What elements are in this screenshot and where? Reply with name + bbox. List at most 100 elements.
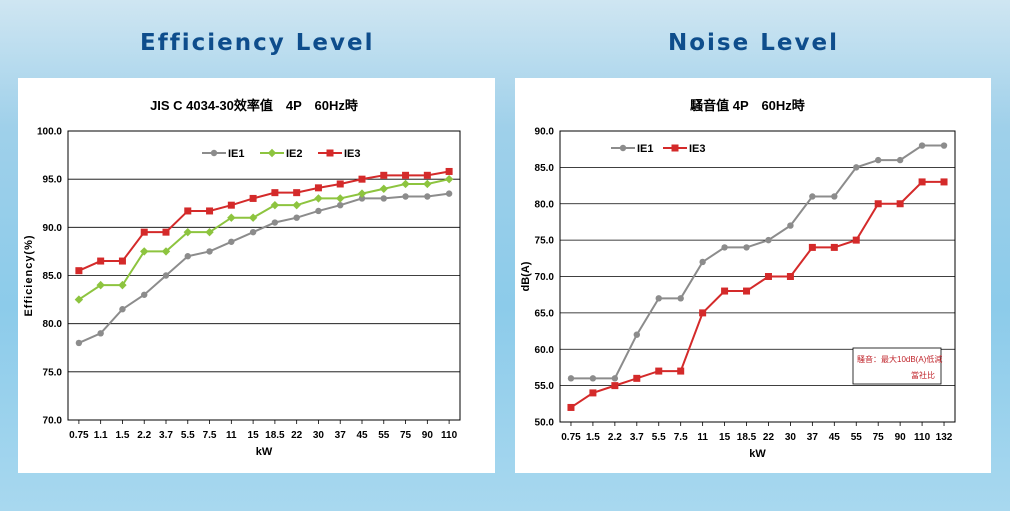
efficiency-heading: Efficiency Level xyxy=(140,30,375,56)
eff-point-ie3 xyxy=(140,228,148,236)
noise-x-axis-label: kW xyxy=(749,448,766,460)
eff-x-tick-label: 1.5 xyxy=(115,430,129,441)
eff-legend-label-ie2: IE2 xyxy=(286,148,303,160)
eff-point-ie2 xyxy=(444,174,454,184)
noise-point-ie1 xyxy=(874,156,882,164)
eff-point-ie1 xyxy=(424,193,431,200)
noise-point-ie3 xyxy=(611,382,619,390)
noise-x-tick-label: 18.5 xyxy=(737,432,757,443)
noise-x-tick-label: 22 xyxy=(763,432,775,443)
eff-point-ie1 xyxy=(206,248,213,255)
eff-x-tick-label: 0.75 xyxy=(69,430,89,441)
eff-series-line-ie3 xyxy=(78,170,450,272)
noise-point-ie3 xyxy=(786,273,794,280)
eff-series-line-ie2 xyxy=(78,178,450,301)
eff-point-ie2 xyxy=(161,247,171,256)
noise-point-ie3 xyxy=(743,287,751,295)
noise-point-ie1 xyxy=(809,193,816,200)
noise-point-ie3 xyxy=(808,243,816,251)
efficiency-chart-panel: 70.0 75.0 80.0 85.0 90.0 95.0 100.0 0.75 1.1 1.5 2… xyxy=(18,78,495,473)
noise-x-tick-label: 45 xyxy=(829,432,841,443)
noise-point-ie1 xyxy=(940,142,948,149)
noise-point-ie3 xyxy=(721,287,729,295)
eff-x-tick-label: 30 xyxy=(313,430,325,441)
eff-x-axis-label: kW xyxy=(256,446,273,458)
noise-x-tick-label: 15 xyxy=(719,432,731,443)
noise-point-ie3 xyxy=(589,389,597,397)
eff-point-ie3 xyxy=(184,207,192,215)
noise-point-ie1 xyxy=(589,375,597,382)
eff-point-ie1 xyxy=(162,272,170,279)
eff-legend-label-ie1: IE1 xyxy=(228,148,245,160)
eff-point-ie2 xyxy=(140,247,149,256)
noise-point-ie1 xyxy=(611,375,619,382)
noise-point-ie1 xyxy=(831,193,838,200)
noise-y-tick-label: 80.0 xyxy=(535,199,555,210)
eff-legend-marker-ie1 xyxy=(210,149,218,157)
eff-x-tick-label: 11 xyxy=(226,430,237,441)
noise-point-ie3 xyxy=(567,403,575,411)
noise-x-tick-label: 7.5 xyxy=(674,432,688,443)
eff-point-ie2 xyxy=(314,194,323,203)
eff-point-ie2 xyxy=(401,179,410,189)
eff-x-tick-label: 1.1 xyxy=(94,430,108,441)
eff-x-tick-label: 90 xyxy=(422,430,434,441)
eff-point-ie1 xyxy=(184,253,191,260)
eff-x-tick-label: 5.5 xyxy=(181,430,195,441)
efficiency-chart: 70.0 75.0 80.0 85.0 90.0 95.0 100.0 0.75 1.1 1.5 2… xyxy=(23,98,461,458)
eff-point-ie3 xyxy=(380,171,388,179)
noise-point-ie1 xyxy=(765,236,772,244)
noise-point-ie1 xyxy=(721,244,728,251)
noise-chart-panel: 50.0 55.0 60.0 65.0 70.0 75.0 80.0 85.0 90.0 0.75… xyxy=(515,78,991,473)
noise-x-tick-label: 110 xyxy=(914,432,931,443)
eff-point-ie2 xyxy=(357,189,367,198)
noise-series-line-ie1 xyxy=(570,144,945,380)
noise-legend-label-ie1: IE1 xyxy=(637,143,654,155)
eff-point-ie1 xyxy=(97,330,104,337)
noise-point-ie3 xyxy=(830,243,838,251)
noise-x-tick-label: 30 xyxy=(785,432,797,443)
noise-point-ie1 xyxy=(853,164,860,171)
eff-legend-label-ie3: IE3 xyxy=(344,148,361,160)
noise-point-ie3 xyxy=(677,367,685,375)
eff-y-tick-label: 70.0 xyxy=(43,416,63,427)
noise-x-tick-label: 0.75 xyxy=(561,432,581,443)
eff-x-tick-label: 7.5 xyxy=(203,430,217,441)
eff-point-ie3 xyxy=(423,171,431,179)
noise-point-ie1 xyxy=(677,295,684,302)
noise-point-ie1 xyxy=(918,142,926,149)
noise-x-tick-label: 2.2 xyxy=(608,432,622,443)
eff-point-ie3 xyxy=(206,207,214,215)
noise-point-ie3 xyxy=(940,178,948,186)
eff-y-tick-label: 85.0 xyxy=(43,271,63,282)
eff-point-ie2 xyxy=(423,179,432,189)
noise-point-ie3 xyxy=(699,309,707,317)
eff-point-ie1 xyxy=(380,195,387,202)
eff-y-axis-label: Efficiency(%) xyxy=(23,234,35,316)
eff-point-ie2 xyxy=(379,184,388,193)
eff-x-tick-label: 37 xyxy=(335,430,347,441)
noise-x-tick-label: 90 xyxy=(895,432,907,443)
noise-point-ie3 xyxy=(896,200,904,208)
eff-point-ie3 xyxy=(402,171,410,179)
eff-point-ie1 xyxy=(293,214,300,221)
eff-point-ie1 xyxy=(119,306,126,313)
eff-point-ie2 xyxy=(74,295,84,304)
noise-y-tick-label: 50.0 xyxy=(535,418,555,429)
eff-y-tick-label: 75.0 xyxy=(43,367,63,378)
eff-point-ie2 xyxy=(248,213,258,222)
eff-point-ie1 xyxy=(358,195,366,202)
eff-x-tick-label: 22 xyxy=(291,430,303,441)
noise-legend-marker-ie3 xyxy=(671,144,679,152)
noise-x-tick-label: 1.5 xyxy=(586,432,600,443)
eff-x-tick-label: 2.2 xyxy=(137,430,151,441)
noise-annotation-line2: 當社比 xyxy=(911,370,935,380)
eff-title: JIS C 4034-30效率值 4P 60Hz時 xyxy=(150,98,358,113)
eff-point-ie2 xyxy=(183,227,192,237)
eff-point-ie3 xyxy=(271,189,279,197)
noise-y-tick-label: 70.0 xyxy=(535,272,555,283)
eff-point-ie1 xyxy=(337,201,344,209)
noise-x-tick-label: 75 xyxy=(873,432,885,443)
eff-point-ie2 xyxy=(336,194,345,203)
noise-x-tick-label: 5.5 xyxy=(652,432,666,443)
